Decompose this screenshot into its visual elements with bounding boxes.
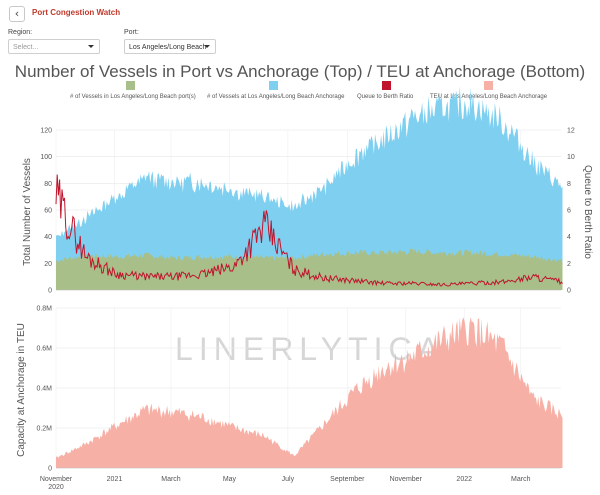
- chevron-down-icon: [88, 45, 94, 48]
- back-button[interactable]: ‹: [9, 6, 25, 22]
- legend-item-port-vessels: # of Vessels in Los Angeles/Long Beach p…: [70, 81, 196, 100]
- y-tick-label: 80: [44, 181, 52, 188]
- port-label: Port:: [124, 29, 139, 36]
- legend-swatch: [382, 81, 391, 90]
- y2-tick-label: 8: [567, 181, 571, 188]
- y-tick-label: 20: [44, 261, 52, 268]
- y2-tick-label: 0: [567, 288, 571, 295]
- chart-legend: # of Vessels in Los Angeles/Long Beach p…: [0, 81, 600, 108]
- region-select[interactable]: Select...: [8, 39, 100, 54]
- x-tick-label: March: [161, 476, 181, 483]
- legend-label: TEU at Los Angeles/Long Beach Anchorage: [430, 94, 548, 100]
- y-tick-label: 0: [48, 288, 52, 295]
- legend-label: Queue to Berth Ratio: [357, 94, 414, 100]
- y2-tick-label: 12: [567, 128, 575, 135]
- x-tick-label: September: [330, 476, 365, 483]
- legend-label: # of Vessels at Los Angeles/Long Beach A…: [207, 94, 345, 100]
- region-select-value: Select...: [13, 44, 39, 51]
- chevron-down-icon: [204, 45, 210, 48]
- y-tick-label: 0: [48, 466, 52, 473]
- legend-item-anchorage-vessels: # of Vessels at Los Angeles/Long Beach A…: [207, 81, 345, 100]
- queue-ratio-line: [55, 174, 563, 287]
- y-tick-label: 0.6M: [36, 346, 52, 353]
- chart-title: Number of Vessels in Port vs Anchorage (…: [14, 62, 586, 81]
- x-tick-label: May: [223, 476, 237, 483]
- top-y2-axis-title: Queue to Berth Ratio: [582, 165, 593, 259]
- y-tick-label: 0.2M: [36, 426, 52, 433]
- top-y-axis-title: Total Number of Vessels: [22, 158, 33, 266]
- y2-tick-label: 4: [567, 234, 571, 241]
- anchorage-vessels-area: [56, 86, 563, 291]
- chevron-left-icon: ‹: [14, 7, 20, 20]
- x-tick-label: 2021: [107, 476, 123, 483]
- y-tick-label: 0.4M: [36, 386, 52, 393]
- legend-swatch: [126, 81, 135, 90]
- y2-tick-label: 10: [567, 154, 575, 161]
- watermark-text: LINERLYTICA: [175, 331, 445, 367]
- legend-label: # of Vessels in Los Angeles/Long Beach p…: [70, 94, 196, 100]
- port-select[interactable]: Los Angeles/Long Beach: [124, 39, 216, 54]
- y-tick-label: 0.8M: [36, 306, 52, 313]
- y-tick-label: 120: [40, 128, 52, 135]
- y2-tick-label: 2: [567, 261, 571, 268]
- x-tick-label: November: [390, 476, 423, 483]
- teu-area: [56, 317, 563, 468]
- x-tick-label: July: [282, 476, 295, 483]
- port-select-value: Los Angeles/Long Beach: [129, 44, 207, 51]
- region-label: Region:: [8, 29, 33, 36]
- port-vessels-area: [56, 248, 563, 290]
- x-tick-sublabel: 2020: [48, 484, 64, 491]
- legend-swatch: [269, 81, 278, 90]
- legend-swatch: [484, 81, 493, 90]
- y-tick-label: 60: [44, 208, 52, 215]
- legend-item-queue-ratio: Queue to Berth Ratio: [357, 81, 414, 100]
- x-tick-label: 2022: [456, 476, 472, 483]
- legend-item-teu: TEU at Los Angeles/Long Beach Anchorage: [430, 81, 548, 100]
- x-tick-label: March: [511, 476, 531, 483]
- app-title: Port Congestion Watch: [32, 8, 121, 17]
- bottom-y-axis-title: Capacity at Anchorage in TEU: [16, 323, 27, 457]
- app-header: ‹ Port Congestion Watch: [0, 0, 600, 26]
- y-tick-label: 40: [44, 234, 52, 241]
- x-tick-label: November: [40, 476, 73, 483]
- y-tick-label: 100: [40, 154, 52, 161]
- y2-tick-label: 6: [567, 208, 571, 215]
